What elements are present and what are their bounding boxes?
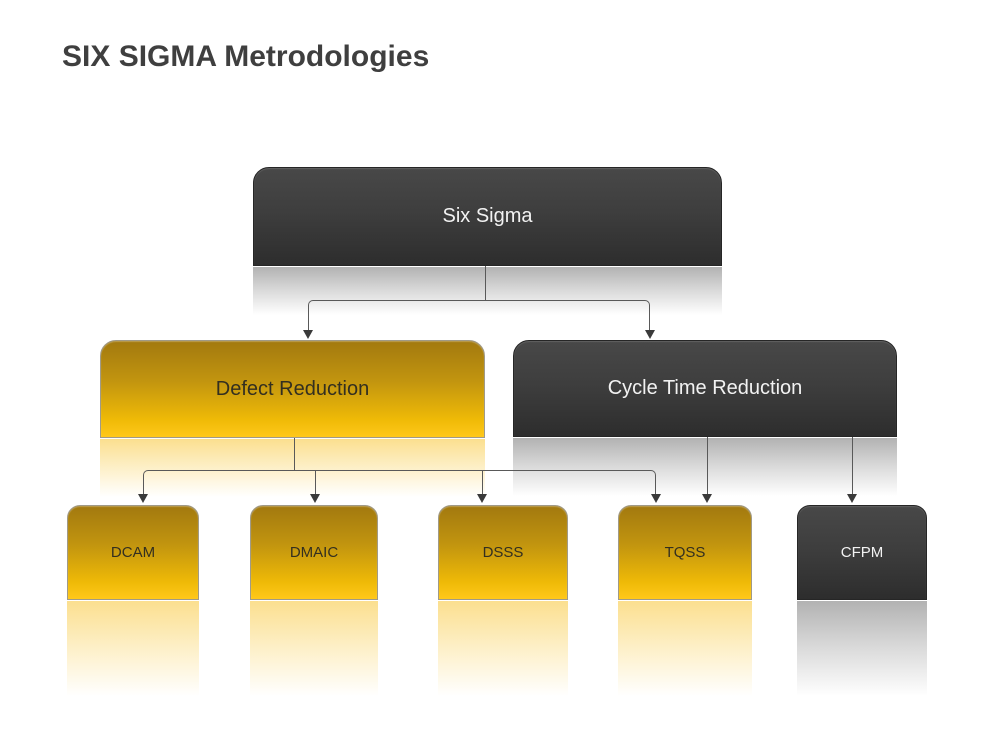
connector-l1-elbow-right: [485, 300, 650, 330]
node-six-sigma-label: Six Sigma: [442, 205, 533, 227]
connector-drop-dmaic: [315, 471, 316, 495]
arrow-down-icon-tqss-right: [702, 494, 712, 503]
connector-l2-stem: [294, 438, 295, 471]
node-dmaic-label: DMAIC: [289, 544, 339, 561]
reflection-tqss: [618, 601, 752, 696]
arrow-down-icon-dmaic: [310, 494, 320, 503]
reflection-dcam: [67, 601, 199, 696]
node-tqss: TQSS: [618, 505, 752, 600]
reflection-dmaic: [250, 601, 378, 696]
node-dcam: DCAM: [67, 505, 199, 600]
reflection-cfpm: [797, 601, 927, 696]
connector-l1-elbow-left: [308, 300, 485, 330]
node-tqss-label: TQSS: [664, 544, 706, 561]
node-cfpm-label: CFPM: [840, 544, 884, 561]
arrow-down-icon-cycle-time-reduction: [645, 330, 655, 339]
node-defect-reduction: Defect Reduction: [100, 340, 485, 438]
node-dsss-label: DSSS: [482, 544, 524, 561]
connector-l2-elbow-left: [143, 470, 294, 495]
reflection-six-sigma: [253, 267, 722, 315]
node-dsss: DSSS: [438, 505, 568, 600]
reflection-dsss: [438, 601, 568, 696]
node-six-sigma: Six Sigma: [253, 167, 722, 266]
arrow-down-icon-dcam: [138, 494, 148, 503]
node-dmaic: DMAIC: [250, 505, 378, 600]
node-dcam-label: DCAM: [110, 544, 156, 561]
connector-drop-cfpm: [852, 437, 853, 495]
connector-drop-tqss: [707, 437, 708, 495]
arrow-down-icon-defect-reduction: [303, 330, 313, 339]
reflection-cycle-time-reduction: [513, 438, 897, 496]
connector-l1-stem: [485, 266, 486, 301]
connector-l2-elbow-right: [294, 470, 656, 495]
node-cfpm: CFPM: [797, 505, 927, 600]
arrow-down-icon-tqss-left: [651, 494, 661, 503]
arrow-down-icon-cfpm: [847, 494, 857, 503]
arrow-down-icon-dsss: [477, 494, 487, 503]
page-title: SIX SIGMA Metrodologies: [62, 40, 430, 73]
node-cycle-time-reduction-label: Cycle Time Reduction: [607, 377, 803, 399]
connector-drop-dsss: [482, 471, 483, 495]
reflection-defect-reduction: [100, 439, 485, 497]
node-defect-reduction-label: Defect Reduction: [215, 377, 370, 400]
node-cycle-time-reduction: Cycle Time Reduction: [513, 340, 897, 437]
